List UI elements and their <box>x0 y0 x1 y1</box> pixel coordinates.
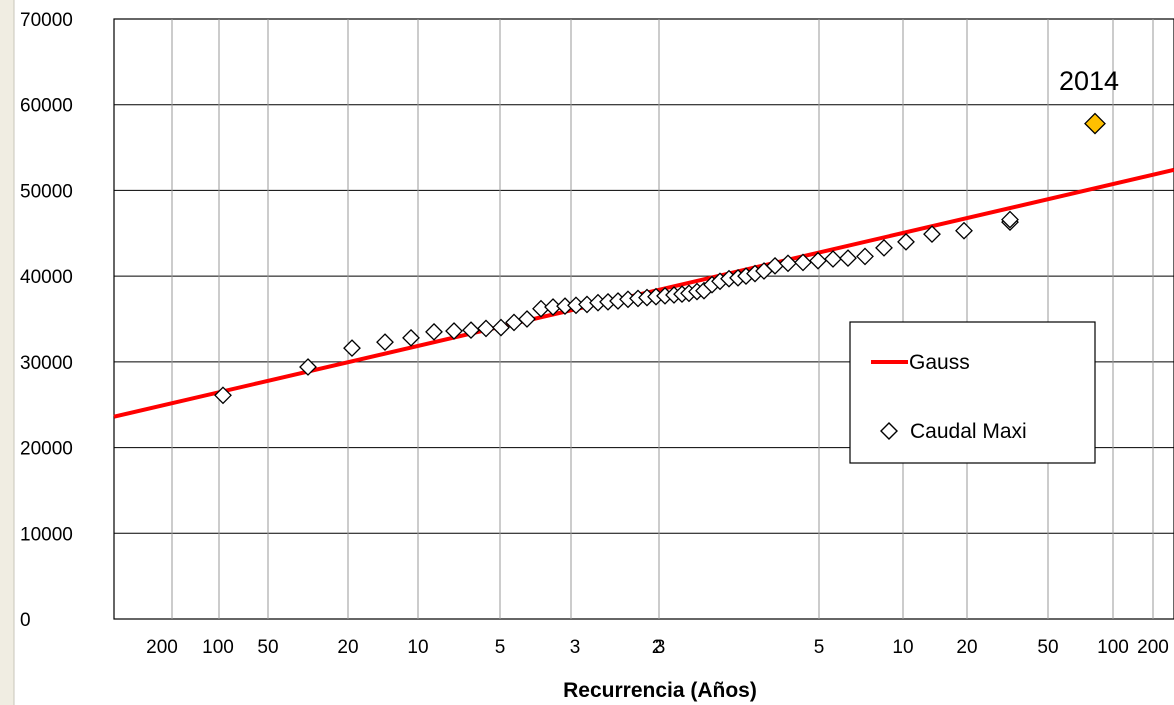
data-point <box>376 333 394 352</box>
data-point <box>492 318 510 337</box>
data-point <box>445 322 463 340</box>
data-point <box>897 232 915 251</box>
y-tick-label: 10000 <box>20 524 73 545</box>
x-tick-label: 3 <box>570 637 581 658</box>
x-tick-label: 200 <box>146 637 178 658</box>
y-tick-label: 70000 <box>20 10 73 31</box>
x-tick-label: 20 <box>956 637 977 658</box>
y-tick-label: 20000 <box>20 439 73 460</box>
y-tick-label: 50000 <box>20 181 73 202</box>
x-tick-label: 50 <box>257 637 278 658</box>
legend-label-gauss: Gauss <box>909 351 970 374</box>
legend-box <box>849 321 1096 464</box>
data-point <box>955 221 973 240</box>
legend-label-caudal-maxi: Caudal Maxi <box>910 420 1027 443</box>
data-point <box>402 328 420 347</box>
x-tick-label: 2 <box>652 637 663 658</box>
data-point <box>839 249 857 268</box>
data-point <box>923 225 941 244</box>
y-tick-label: 0 <box>20 610 31 631</box>
x-tick-label: 200 <box>1137 637 1169 658</box>
x-axis: 200 100 50 20 10 5 3 23 5 10 20 50 100 200 <box>146 637 1169 658</box>
left-panel-strip <box>0 0 14 705</box>
x-tick-label: 5 <box>814 637 825 658</box>
data-point <box>809 251 827 270</box>
data-point <box>214 386 232 405</box>
data-point <box>794 253 812 272</box>
data-point <box>425 322 443 341</box>
x-tick-label: 100 <box>1097 637 1129 658</box>
data-point <box>875 238 893 257</box>
x-tick-label: 50 <box>1037 637 1058 658</box>
x-tick-label: 5 <box>495 637 506 658</box>
x-axis-title: Recurrencia (Años) <box>563 679 757 702</box>
annotation-2014: 2014 <box>1059 66 1119 96</box>
data-point <box>1001 210 1019 229</box>
x-tick-label: 10 <box>892 637 913 658</box>
grid <box>113 18 1174 620</box>
y-axis: 0 10000 20000 30000 40000 50000 60000 70000 <box>20 10 73 631</box>
data-point <box>824 250 842 268</box>
data-point <box>462 321 480 340</box>
data-point <box>299 358 317 376</box>
y-tick-label: 60000 <box>20 96 73 117</box>
data-point <box>343 339 361 358</box>
legend: Gauss Caudal Maxi <box>849 321 1096 464</box>
series-layer <box>113 112 1174 419</box>
x-tick-label: 10 <box>407 637 428 658</box>
data-point <box>477 319 495 338</box>
x-tick-label: 3 <box>655 637 666 658</box>
y-tick-label: 40000 <box>20 267 73 288</box>
data-point <box>856 247 874 266</box>
legend-caudal-swatch <box>880 422 898 440</box>
x-tick-label: 100 <box>202 637 234 658</box>
plot-border <box>113 18 1174 620</box>
data-point <box>779 254 797 273</box>
y-tick-label: 30000 <box>20 353 73 374</box>
data-point <box>518 310 536 328</box>
data-point-2014 <box>1084 112 1106 135</box>
x-tick-label: 20 <box>337 637 358 658</box>
